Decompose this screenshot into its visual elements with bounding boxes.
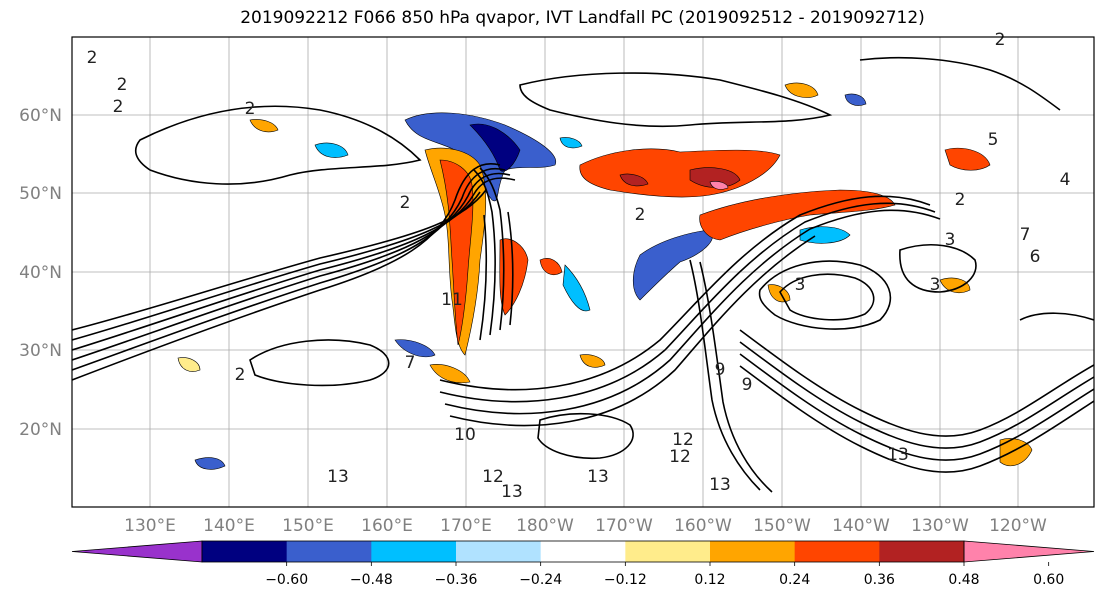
contour-label: 5 (988, 130, 999, 150)
contour-label: 2 (245, 99, 256, 119)
longitude-tick-label: 170°W (595, 516, 653, 536)
latitude-tick-label: 30°N (19, 341, 62, 361)
longitude-tick-label: 170°E (440, 516, 492, 536)
colorbar-tick-label: −0.48 (350, 572, 393, 588)
contour-label: 2 (955, 190, 966, 210)
contour-label: 13 (587, 467, 609, 487)
longitude-tick-label: 140°E (203, 516, 255, 536)
contour-label: 3 (795, 275, 806, 295)
longitude-tick-label: 120°W (989, 516, 1047, 536)
colorbar-segment (456, 541, 542, 562)
longitude-tick-label: 130°W (911, 516, 969, 536)
colorbar-tick-label: 0.12 (694, 572, 725, 588)
contour-label: 2 (400, 193, 411, 213)
longitude-tick-label: 150°W (753, 516, 811, 536)
latitude-labels: 60°N 50°N 40°N 30°N 20°N (19, 106, 62, 440)
contour-label: 10 (454, 425, 476, 445)
latitude-tick-label: 20°N (19, 420, 62, 440)
colorbar-frame (201, 540, 965, 563)
contour-label: 3 (945, 230, 956, 250)
longitude-tick-label: 160°E (361, 516, 413, 536)
longitude-tick-label: 160°W (674, 516, 732, 536)
longitude-tick-label: 130°E (124, 516, 176, 536)
colorbar-extend-low (71, 540, 203, 563)
contour-label: 3 (930, 275, 941, 295)
latitude-tick-label: 50°N (19, 184, 62, 204)
contour-label: 11 (441, 290, 463, 310)
contour-label: 12 (669, 447, 691, 467)
ivt-contours (72, 56, 1094, 493)
colorbar-tick-labels: −0.60 −0.48 −0.36 −0.24 −0.12 0.12 0.24 0.36 0.4… (265, 562, 1064, 588)
contour-label: 9 (742, 375, 753, 395)
longitude-labels: 130°E 140°E 150°E 160°E 170°E 180°W 170°W 160°W… (124, 516, 1047, 536)
colorbar-extend-high (963, 540, 1095, 563)
colorbar-tick-label: −0.60 (265, 572, 308, 588)
colorbar-segment (710, 541, 796, 562)
contour-label: 13 (501, 482, 523, 502)
longitude-tick-label: 180°W (516, 516, 574, 536)
contour-label: 2 (635, 205, 646, 225)
contour-label: 2 (117, 75, 128, 95)
latitude-tick-label: 40°N (19, 263, 62, 283)
colorbar-segment (625, 541, 711, 562)
colorbar-tick-label: 0.48 (948, 572, 979, 588)
contour-label: 9 (715, 360, 726, 380)
colorbar-tick-label: −0.36 (435, 572, 478, 588)
contour-label: 13 (327, 467, 349, 487)
colorbar-segment (202, 541, 288, 562)
contour-label: 7 (405, 353, 416, 373)
contour-label: 12 (672, 430, 694, 450)
colorbar-segment (371, 541, 457, 562)
colorbar-tick-label: −0.24 (519, 572, 562, 588)
contour-label: 13 (887, 445, 909, 465)
contour-label: 13 (709, 475, 731, 495)
colorbar-segment (540, 541, 626, 562)
map-frame (71, 36, 1095, 508)
map-title: 2019092212 F066 850 hPa qvapor, IVT Land… (240, 8, 925, 28)
contour-label: 7 (1020, 225, 1031, 245)
contour-label: 6 (1030, 247, 1041, 267)
colorbar-segment (879, 541, 965, 562)
colorbar (71, 540, 1095, 563)
contour-label: 2 (113, 97, 124, 117)
colorbar-tick-label: −0.12 (604, 572, 647, 588)
colorbar-segment (286, 541, 372, 562)
contour-label: 4 (1060, 170, 1071, 190)
contour-label: 12 (482, 467, 504, 487)
longitude-tick-label: 140°W (832, 516, 890, 536)
colorbar-tick-label: 0.24 (779, 572, 810, 588)
colorbar-tick-label: 0.36 (864, 572, 895, 588)
colorbar-tick-label: 0.60 (1033, 572, 1064, 588)
contour-label: 2 (87, 48, 98, 68)
colorbar-segment (794, 541, 880, 562)
latitude-tick-label: 60°N (19, 106, 62, 126)
contour-label: 2 (995, 30, 1006, 50)
longitude-tick-label: 150°E (282, 516, 334, 536)
contour-label: 2 (235, 365, 246, 385)
graticule (72, 37, 1094, 507)
